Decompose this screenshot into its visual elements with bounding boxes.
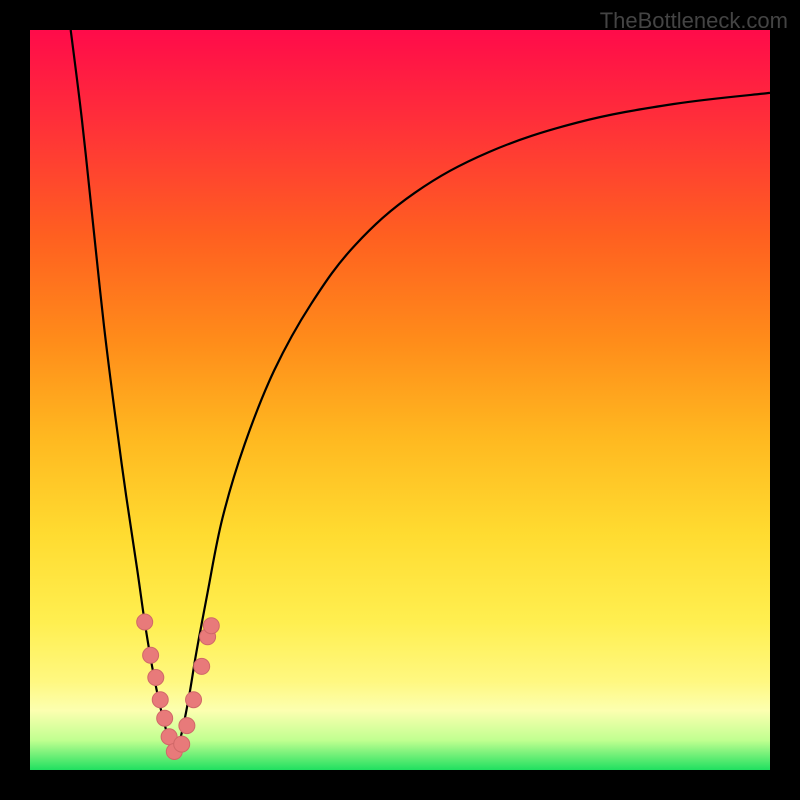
plot-area	[30, 30, 770, 770]
data-point	[179, 718, 195, 734]
watermark-text: TheBottleneck.com	[600, 8, 788, 34]
data-point	[157, 710, 173, 726]
data-point	[137, 614, 153, 630]
data-point	[203, 618, 219, 634]
data-point	[143, 647, 159, 663]
data-point	[186, 692, 202, 708]
data-point	[152, 692, 168, 708]
data-point	[148, 670, 164, 686]
bottleneck-curve	[30, 30, 770, 770]
data-point	[194, 658, 210, 674]
data-point	[174, 736, 190, 752]
chart-container: TheBottleneck.com	[0, 0, 800, 800]
